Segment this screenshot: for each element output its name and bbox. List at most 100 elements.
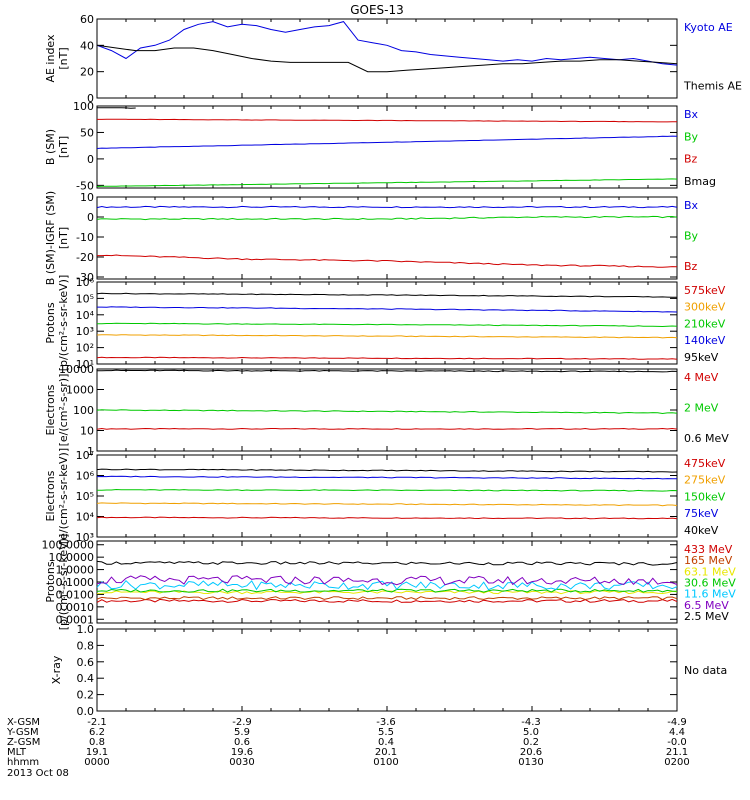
y-axis-label: [e/(cm²-s-sr-keV)] xyxy=(57,448,70,544)
y-axis-label: [e/(cm²-s-sr)] xyxy=(57,374,70,447)
y-tick-label: 0 xyxy=(87,92,94,105)
legend-by: By xyxy=(684,230,699,243)
y-tick-label: 0.4 xyxy=(77,672,95,685)
legend-30-6-mev: 30.6 MeV xyxy=(684,576,736,589)
x-row-value: 0.4 xyxy=(378,737,394,748)
y-tick-label: 10⁷ xyxy=(76,449,94,462)
x-row-value: 4.4 xyxy=(669,727,685,738)
panel-bigrf: -30 -20 -10 0 10 B (SM)-IGRF (SM) [nT] Bx By Bz xyxy=(44,191,699,285)
legend-4-mev: 4 MeV xyxy=(684,371,719,384)
x-row-value: 19.1 xyxy=(86,747,108,758)
series-210kev xyxy=(97,322,678,328)
y-tick-label: -10 xyxy=(76,231,94,244)
y-tick-label: 60 xyxy=(80,13,94,26)
x-row-value: -4.9 xyxy=(667,717,687,728)
y-tick-label: 1 xyxy=(87,445,94,458)
panel-bsm: -50 0 50 100 B (SM) [nT] Bx By Bz Bmag xyxy=(44,100,716,192)
series-40kev xyxy=(96,468,678,473)
legend-0-6-mev: 0.6 MeV xyxy=(684,432,729,445)
legend-11-6-mev: 11.6 MeV xyxy=(684,588,736,601)
legend-bz: Bz xyxy=(684,260,698,273)
legend-40kev: 40keV xyxy=(684,524,719,537)
x-row-value: 0.8 xyxy=(89,737,105,748)
x-row-value: 20.6 xyxy=(520,747,542,758)
y-tick-label: 0.0 xyxy=(77,705,95,718)
legend-kyoto-ae: Kyoto AE xyxy=(684,21,733,34)
y-tick-label: -30 xyxy=(76,271,94,284)
legend-themis-ae: Themis AE xyxy=(683,80,742,93)
series-475kev xyxy=(96,516,678,520)
plot-title: GOES-13 xyxy=(350,3,404,17)
x-row-value: 21.1 xyxy=(666,747,688,758)
panel-frame xyxy=(96,454,678,538)
y-tick-label: 10.0000 xyxy=(49,551,95,564)
x-row-value: 0100 xyxy=(373,757,398,768)
y-tick-label: 100.0000 xyxy=(42,539,95,552)
y-tick-label: 0.6 xyxy=(77,656,95,669)
y-axis-label: B (SM) xyxy=(44,129,57,165)
y-tick-label: 0.0100 xyxy=(56,588,95,601)
y-tick-label: 10³ xyxy=(76,531,94,544)
x-row-value: 0030 xyxy=(229,757,254,768)
x-row-value: 5.0 xyxy=(523,727,539,738)
y-tick-label: 10⁴ xyxy=(76,511,95,524)
panel-proton_kev: 10¹ 10² 10³ 10⁴ 10⁵ 10⁶ Protons [p/(cm²-s-sr-ke… xyxy=(44,275,726,372)
series-433-mev xyxy=(96,598,678,603)
legend-bx: Bx xyxy=(684,108,699,121)
series-11-6-mev xyxy=(96,579,678,591)
series-95kev xyxy=(96,292,678,298)
y-tick-label: 0.1000 xyxy=(56,576,95,589)
legend-475kev: 475keV xyxy=(684,457,726,470)
x-row-value: 0.2 xyxy=(523,737,539,748)
series-140kev xyxy=(97,306,678,313)
legend-bz: Bz xyxy=(684,153,698,166)
series-themis-ae xyxy=(96,44,678,73)
y-tick-label: 10³ xyxy=(76,325,94,338)
y-axis-label: B (SM)-IGRF (SM) xyxy=(44,191,57,285)
y-tick-label: 10² xyxy=(76,342,94,355)
legend-bx: Bx xyxy=(684,199,699,212)
y-axis-label: Electrons xyxy=(44,384,57,435)
x-row-value: -4.3 xyxy=(521,717,541,728)
series-2-5-mev xyxy=(96,560,678,566)
series-kyoto-ae xyxy=(96,21,678,66)
series-575kev xyxy=(96,356,678,360)
y-tick-label: 10000 xyxy=(59,363,94,376)
panel-electron_kev: 10³ 10⁴ 10⁵ 10⁶ 10⁷ Electrons [e/(cm²-s-sr-keV… xyxy=(44,448,726,544)
x-row-value: 5.9 xyxy=(234,727,250,738)
series-150kev xyxy=(97,488,678,492)
y-tick-label: -50 xyxy=(76,179,94,192)
legend-575kev: 575keV xyxy=(684,284,726,297)
y-tick-label: 20 xyxy=(80,66,94,79)
y-tick-label: 10⁶ xyxy=(76,470,95,483)
x-row-label: Z-GSM xyxy=(7,737,40,748)
y-tick-label: 10⁴ xyxy=(76,309,95,322)
x-row-label: Y-GSM xyxy=(6,727,39,738)
series-6-5-mev xyxy=(96,575,678,586)
series-0-6-mev xyxy=(97,369,678,373)
y-tick-label: 1.0000 xyxy=(56,564,95,577)
x-row-value: 0130 xyxy=(518,757,543,768)
x-row-value: 6.2 xyxy=(89,727,105,738)
y-tick-label: 10 xyxy=(80,425,94,438)
y-axis-label: Protons xyxy=(44,561,57,602)
series-by xyxy=(96,178,678,187)
legend-165-mev: 165 MeV xyxy=(684,554,733,567)
x-row-value: 5.5 xyxy=(378,727,394,738)
series-bx xyxy=(96,205,678,209)
x-row-value: -3.6 xyxy=(376,717,396,728)
x-row-value: 0000 xyxy=(84,757,109,768)
x-row-label: hhmm xyxy=(7,757,39,768)
legend-95kev: 95keV xyxy=(684,351,719,364)
y-axis-label: [nT] xyxy=(57,47,70,69)
y-axis-label: [p/(cm²-s-sr-keV)] xyxy=(57,275,70,372)
date-label: 2013 Oct 08 xyxy=(7,768,69,779)
legend-2-mev: 2 MeV xyxy=(684,402,719,415)
y-tick-label: 10¹ xyxy=(76,358,94,371)
x-row-value: 19.6 xyxy=(231,747,253,758)
x-row-label: MLT xyxy=(7,747,27,758)
x-row-value: 20.1 xyxy=(375,747,397,758)
x-row-label: X-GSM xyxy=(7,717,40,728)
